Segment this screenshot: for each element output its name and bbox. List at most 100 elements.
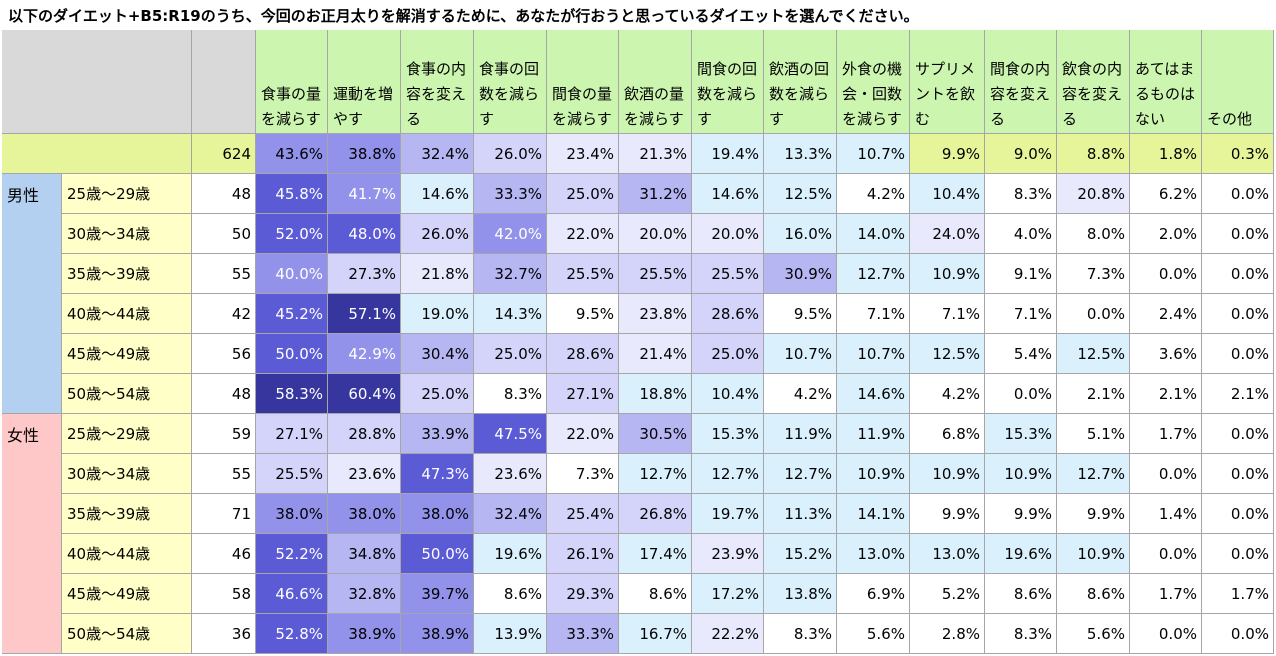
data-cell: 8.3%	[985, 614, 1057, 654]
data-cell: 10.7%	[837, 334, 910, 374]
data-cell: 39.7%	[401, 574, 474, 614]
data-cell: 2.4%	[1130, 294, 1202, 334]
data-cell: 1.4%	[1130, 494, 1202, 534]
data-cell: 9.9%	[1057, 494, 1130, 534]
data-cell: 2.0%	[1130, 214, 1202, 254]
data-cell: 6.2%	[1130, 174, 1202, 214]
data-cell: 20.8%	[1057, 174, 1130, 214]
data-cell: 32.4%	[474, 494, 547, 534]
age-label: 45歳～49歳	[62, 574, 192, 614]
column-header: 飲酒の量を減らす	[619, 30, 692, 134]
data-cell: 22.0%	[547, 414, 619, 454]
data-cell: 16.0%	[764, 214, 837, 254]
data-cell: 26.1%	[547, 534, 619, 574]
column-header: 飲食の内容を変える	[1057, 30, 1130, 134]
header-blank-cell	[2, 30, 192, 134]
data-cell: 4.2%	[837, 174, 910, 214]
data-cell: 19.6%	[474, 534, 547, 574]
data-cell: 25.0%	[474, 334, 547, 374]
data-cell: 23.9%	[692, 534, 764, 574]
sample-size: 50	[192, 214, 256, 254]
data-cell: 13.3%	[764, 134, 837, 174]
data-cell: 10.9%	[985, 454, 1057, 494]
data-cell: 38.0%	[256, 494, 328, 534]
data-cell: 10.4%	[910, 174, 985, 214]
column-header-label: 外食の機会・回数を減らす	[842, 60, 903, 128]
column-header: 間食の回数を減らす	[692, 30, 764, 134]
data-cell: 8.3%	[764, 614, 837, 654]
data-cell: 50.0%	[401, 534, 474, 574]
data-cell: 25.5%	[547, 254, 619, 294]
data-cell: 48.0%	[328, 214, 401, 254]
data-cell: 9.0%	[985, 134, 1057, 174]
data-cell: 14.3%	[474, 294, 547, 334]
data-cell: 0.0%	[1202, 614, 1274, 654]
data-cell: 9.5%	[547, 294, 619, 334]
data-cell: 14.6%	[401, 174, 474, 214]
sample-size: 56	[192, 334, 256, 374]
data-cell: 14.6%	[837, 374, 910, 414]
data-cell: 42.9%	[328, 334, 401, 374]
data-cell: 11.9%	[764, 414, 837, 454]
data-cell: 8.6%	[619, 574, 692, 614]
data-cell: 0.0%	[1202, 534, 1274, 574]
data-cell: 33.3%	[474, 174, 547, 214]
column-header-label: 間食の内容を変える	[990, 60, 1051, 128]
data-cell: 0.0%	[1202, 294, 1274, 334]
data-cell: 14.0%	[837, 214, 910, 254]
data-cell: 24.0%	[910, 214, 985, 254]
data-cell: 10.7%	[764, 334, 837, 374]
data-cell: 26.0%	[401, 214, 474, 254]
data-cell: 5.6%	[837, 614, 910, 654]
data-cell: 14.6%	[692, 174, 764, 214]
data-cell: 14.1%	[837, 494, 910, 534]
data-cell: 7.3%	[1057, 254, 1130, 294]
data-cell: 46.6%	[256, 574, 328, 614]
data-cell: 27.1%	[547, 374, 619, 414]
data-cell: 25.0%	[547, 174, 619, 214]
data-cell: 12.5%	[910, 334, 985, 374]
data-cell: 0.0%	[1202, 494, 1274, 534]
page-title: 以下のダイエット+B5:R19のうち、今回のお正月太りを解消するために、あなたが…	[8, 7, 919, 25]
data-cell: 21.8%	[401, 254, 474, 294]
data-cell: 25.5%	[692, 254, 764, 294]
data-cell: 23.8%	[619, 294, 692, 334]
data-cell: 38.0%	[328, 494, 401, 534]
age-label: 50歳～54歳	[62, 374, 192, 414]
data-cell: 12.7%	[764, 454, 837, 494]
data-cell: 34.8%	[328, 534, 401, 574]
data-cell: 1.7%	[1130, 574, 1202, 614]
data-cell: 21.4%	[619, 334, 692, 374]
data-cell: 38.9%	[328, 614, 401, 654]
data-cell: 33.9%	[401, 414, 474, 454]
data-cell: 38.9%	[401, 614, 474, 654]
data-cell: 50.0%	[256, 334, 328, 374]
column-header-label: 間食の量を減らす	[552, 85, 613, 128]
data-cell: 12.5%	[764, 174, 837, 214]
column-header-label: 飲食の内容を変える	[1062, 60, 1123, 128]
data-cell: 21.3%	[619, 134, 692, 174]
age-label: 25歳～29歳	[62, 414, 192, 454]
data-cell: 8.3%	[985, 174, 1057, 214]
data-cell: 26.8%	[619, 494, 692, 534]
data-cell: 30.5%	[619, 414, 692, 454]
data-cell: 9.9%	[910, 494, 985, 534]
column-header-label: 運動を増やす	[333, 85, 394, 128]
crosstab-table: 食事の量を減らす 運動を増やす 食事の内容を変える 食事の回数を減らす 間食の量を減らす…	[2, 30, 1274, 654]
data-cell: 4.2%	[910, 374, 985, 414]
data-cell: 11.9%	[837, 414, 910, 454]
data-cell: 10.4%	[692, 374, 764, 414]
data-cell: 12.7%	[692, 454, 764, 494]
column-header: 食事の回数を減らす	[474, 30, 547, 134]
data-cell: 15.3%	[692, 414, 764, 454]
data-cell: 28.6%	[692, 294, 764, 334]
age-label: 40歳～44歳	[62, 294, 192, 334]
data-cell: 6.9%	[837, 574, 910, 614]
sample-size: 59	[192, 414, 256, 454]
column-header: 外食の機会・回数を減らす	[837, 30, 910, 134]
data-cell: 0.0%	[1130, 454, 1202, 494]
data-cell: 13.8%	[764, 574, 837, 614]
data-cell: 47.3%	[401, 454, 474, 494]
data-cell: 0.0%	[1202, 334, 1274, 374]
data-cell: 42.0%	[474, 214, 547, 254]
